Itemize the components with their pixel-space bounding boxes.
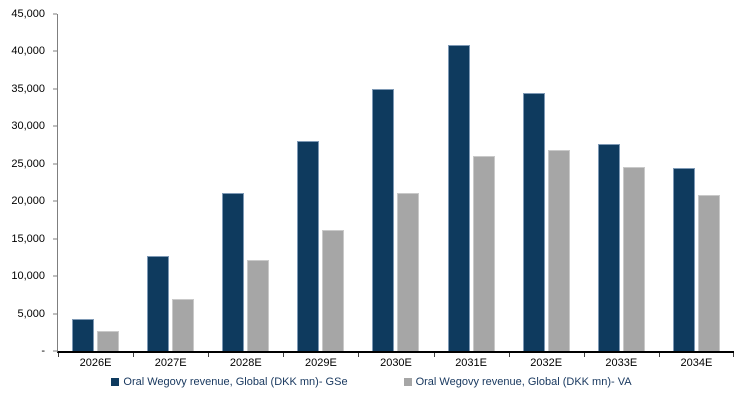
va-legend-square-icon [403,378,412,386]
bar-va [547,150,570,351]
y-tick-mark [53,13,57,15]
y-tick-label: 20,000 [11,195,45,208]
bar-gse [147,255,170,351]
bar-va [622,166,645,351]
y-tick-label: - [41,345,45,357]
x-tick-mark [58,353,59,357]
x-tick-label: 2033E [605,357,638,369]
bar-va [247,259,270,351]
x-tick-mark [433,353,435,357]
category-group: 2027E [133,14,208,369]
bar-gse [597,144,620,351]
y-tick-mark [53,200,57,202]
y-tick-mark [53,350,57,352]
legend: Oral Wegovy revenue, Global (DKK mn)- GS… [0,376,743,388]
y-tick-mark [53,50,57,52]
legend-label: Oral Wegovy revenue, Global (DKK mn)- GS… [123,376,348,388]
y-tick-label: 45,000 [11,8,45,20]
x-tick-label: 2032E [530,357,563,369]
bar-gse [72,318,95,351]
bar-va [172,298,195,351]
x-tick-mark [658,353,660,357]
x-tick-mark [208,353,210,357]
x-tick-label: 2028E [229,357,262,369]
bar-gse [672,167,695,351]
gse-legend-square-icon [111,378,120,386]
category-group: 2030E [358,14,433,369]
bar-va [322,230,345,351]
category-group: 2033E [584,14,659,369]
bar-va [397,193,420,351]
category-group: 2031E [434,14,509,369]
bar-gse [372,88,395,351]
x-tick-label: 2029E [304,357,337,369]
category-group: 2028E [208,14,283,369]
category-group: 2029E [283,14,358,369]
y-tick-mark [53,313,57,315]
legend-item: Oral Wegovy revenue, Global (DKK mn)- GS… [111,376,348,388]
x-tick-label: 2031E [455,357,487,369]
x-tick-label: 2027E [154,357,187,369]
y-tick-label: 35,000 [11,82,45,95]
y-tick-mark [53,88,57,90]
y-tick-mark [53,275,57,277]
y-tick-label: 30,000 [11,120,45,133]
x-tick-label: 2030E [380,357,412,369]
x-tick-mark [358,353,360,357]
y-axis: 45,000 40,000 35,000 30,000 25,000 20,000 15,0… [0,8,57,357]
category-group: 2034E [659,14,734,369]
bar-va [97,330,120,351]
category-group: 2032E [509,14,584,369]
x-tick-mark [283,353,285,357]
x-tick-mark [133,353,135,357]
bar-gse [447,44,470,351]
x-tick-label: 2026E [79,357,112,369]
bar-gse [297,141,320,351]
y-tick-mark [53,163,57,165]
y-tick-label: 5,000 [17,307,45,320]
bar-va [697,195,720,351]
x-tick-mark [733,353,734,357]
y-tick-label: 15,000 [11,232,45,245]
x-tick-mark [583,353,585,357]
legend-item: Oral Wegovy revenue, Global (DKK mn)- VA [403,376,632,388]
x-tick-mark [508,353,510,357]
bars-container: 2026E 2027E 2028E 2029E 2030E 2031E 2032E 2033E… [58,14,734,369]
y-tick-mark [53,238,57,240]
legend-label: Oral Wegovy revenue, Global (DKK mn)- VA [415,376,632,388]
y-tick-label: 25,000 [11,157,45,170]
plot-area: 2026E 2027E 2028E 2029E 2030E 2031E 2032E 2033E… [57,14,734,369]
y-tick-mark [53,125,57,127]
y-tick-label: 40,000 [11,45,45,58]
bar-gse [222,193,245,351]
bar-va [472,155,495,351]
bar-gse [522,92,545,351]
y-tick-label: 10,000 [11,270,45,283]
x-tick-label: 2034E [680,357,713,369]
category-group: 2026E [58,14,133,369]
